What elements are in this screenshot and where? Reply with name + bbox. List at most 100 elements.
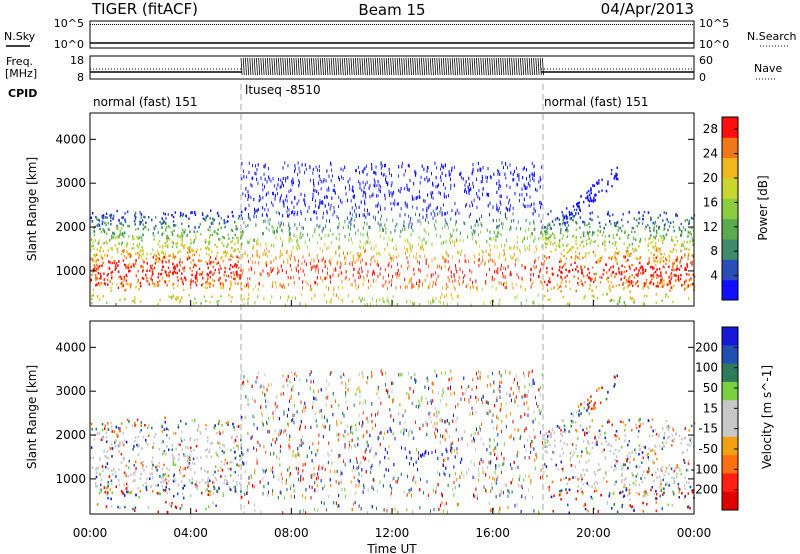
scatter-mark — [281, 229, 283, 233]
scatter-mark — [153, 266, 156, 270]
scatter-mark — [580, 236, 582, 239]
scatter-mark — [458, 251, 460, 255]
scatter-mark — [613, 299, 615, 302]
scatter-mark — [414, 172, 416, 176]
scatter-mark — [478, 264, 480, 268]
scatter-mark — [653, 253, 655, 257]
scatter-mark — [115, 266, 117, 269]
scatter-mark — [95, 276, 97, 280]
scatter-mark — [257, 241, 259, 245]
scatter-mark — [96, 277, 98, 280]
scatter-mark — [166, 226, 168, 229]
scatter-mark — [205, 252, 208, 255]
scatter-mark — [270, 267, 272, 271]
scatter-mark — [170, 296, 173, 300]
scatter-mark — [644, 269, 647, 272]
scatter-mark — [262, 231, 263, 236]
scatter-mark — [628, 233, 630, 237]
scatter-mark — [263, 232, 264, 236]
scatter-mark — [474, 231, 475, 235]
scatter-mark — [222, 282, 224, 286]
scatter-mark — [375, 165, 377, 169]
scatter-mark — [414, 301, 415, 306]
scatter-mark — [583, 200, 585, 204]
scatter-mark — [594, 198, 596, 202]
scatter-mark — [525, 298, 527, 302]
scatter-mark — [312, 197, 313, 201]
scatter-mark — [121, 216, 123, 219]
scatter-mark — [654, 237, 657, 241]
scatter-mark — [633, 217, 635, 220]
scatter-mark — [287, 260, 289, 264]
scatter-mark — [409, 246, 411, 250]
scatter-mark — [224, 225, 226, 229]
scatter-mark — [580, 266, 582, 269]
scatter-mark — [584, 255, 586, 258]
scatter-mark — [471, 270, 473, 274]
scatter-mark — [359, 182, 361, 186]
scatter-mark — [488, 252, 490, 257]
scatter-mark — [377, 210, 379, 214]
scatter-mark — [641, 265, 644, 269]
scatter-mark — [277, 192, 279, 196]
scatter-mark — [98, 219, 101, 222]
scatter-mark — [563, 254, 565, 258]
scatter-mark — [96, 248, 98, 251]
scatter-mark — [375, 204, 377, 208]
scatter-mark — [390, 259, 392, 263]
scatter-mark — [482, 166, 484, 170]
scatter-mark — [110, 223, 112, 226]
scatter-mark — [298, 277, 300, 281]
scatter-mark — [400, 230, 402, 234]
scatter-mark — [486, 228, 488, 232]
scatter-mark — [164, 279, 167, 283]
scatter-mark — [96, 259, 98, 262]
scatter-mark — [526, 177, 527, 181]
scatter-mark — [653, 275, 655, 279]
scatter-mark — [294, 167, 296, 171]
scatter-mark — [189, 286, 192, 289]
scatter-mark — [278, 177, 279, 182]
scatter-mark — [463, 276, 464, 280]
scatter-mark — [338, 175, 339, 180]
scatter-mark — [404, 239, 406, 243]
scatter-mark — [616, 233, 618, 236]
scatter-mark — [119, 229, 121, 232]
scatter-mark — [333, 210, 335, 214]
scatter-mark — [179, 301, 181, 304]
scatter-mark — [318, 174, 320, 178]
scatter-mark — [535, 265, 537, 269]
scatter-mark — [104, 216, 106, 219]
scatter-mark — [372, 193, 374, 197]
scatter-mark — [114, 244, 116, 247]
scatter-mark — [95, 267, 98, 271]
scatter-mark — [628, 252, 630, 256]
scatter-mark — [264, 185, 265, 189]
scatter-mark — [544, 233, 547, 236]
scatter-mark — [278, 269, 280, 273]
scatter-mark — [194, 213, 197, 216]
scatter-mark — [687, 252, 690, 255]
scatter-mark — [453, 228, 455, 233]
scatter-mark — [577, 270, 579, 273]
scatter-mark — [459, 267, 461, 271]
scatter-mark — [417, 259, 418, 264]
scatter-mark — [230, 228, 233, 232]
scatter-mark — [319, 224, 321, 228]
scatter-mark — [315, 204, 316, 208]
scatter-mark — [631, 264, 633, 267]
scatter-mark — [286, 199, 288, 203]
scatter-mark — [450, 186, 452, 190]
scatter-mark — [364, 202, 366, 206]
scatter-mark — [504, 252, 505, 256]
scatter-mark — [509, 185, 511, 189]
scatter-mark — [366, 180, 368, 184]
scatter-mark — [663, 224, 666, 227]
scatter-mark — [199, 223, 201, 226]
scatter-mark — [163, 255, 165, 259]
scatter-mark — [378, 183, 380, 187]
scatter-mark — [676, 214, 679, 217]
scatter-mark — [235, 272, 238, 276]
scatter-mark — [280, 223, 282, 228]
scatter-mark — [513, 252, 515, 257]
